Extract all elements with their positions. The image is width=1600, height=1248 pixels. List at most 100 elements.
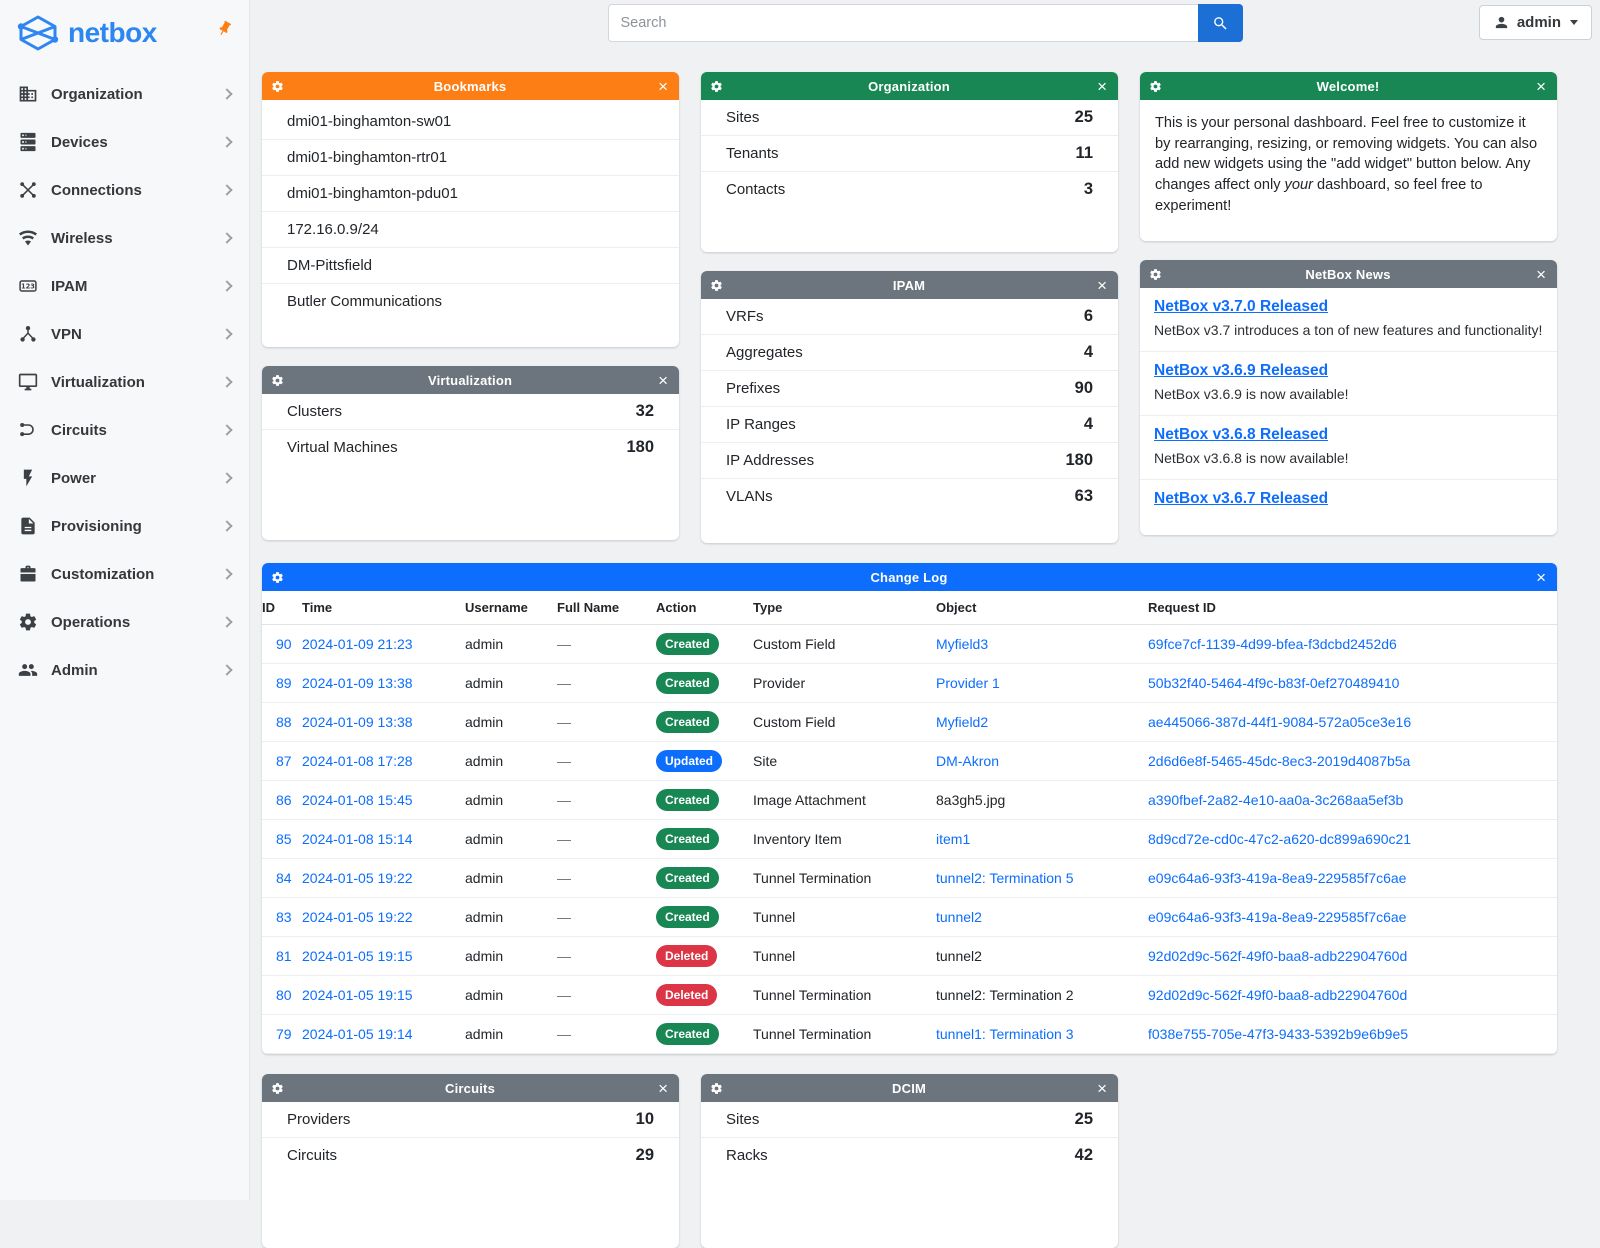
close-icon[interactable]: × [1097,1078,1107,1098]
changelog-id-link[interactable]: 90 [276,636,292,652]
close-icon[interactable]: × [658,1078,668,1098]
changelog-id-link[interactable]: 88 [276,714,292,730]
sidebar-item-power[interactable]: Power [0,454,249,502]
changelog-id-link[interactable]: 79 [276,1026,292,1042]
changelog-time-link[interactable]: 2024-01-05 19:22 [302,870,413,886]
changelog-id-link[interactable]: 86 [276,792,292,808]
changelog-request-id-link[interactable]: 69fce7cf-1139-4d99-bfea-f3dcbd2452d6 [1148,636,1397,652]
close-icon[interactable]: × [658,76,668,96]
sidebar-item-vpn[interactable]: VPN [0,310,249,358]
stat-row[interactable]: Sites 25 [701,1102,1118,1138]
news-headline-link[interactable]: NetBox v3.6.7 Released [1154,489,1329,507]
changelog-time-link[interactable]: 2024-01-08 15:14 [302,831,413,847]
changelog-request-id-link[interactable]: e09c64a6-93f3-419a-8ea9-229585f7c6ae [1148,870,1407,886]
changelog-id-link[interactable]: 87 [276,753,292,769]
changelog-object-link[interactable]: tunnel2 [936,948,982,964]
sidebar-item-circuits[interactable]: Circuits [0,406,249,454]
changelog-time-link[interactable]: 2024-01-05 19:15 [302,987,413,1003]
changelog-id-link[interactable]: 80 [276,987,292,1003]
stat-row[interactable]: Circuits 29 [262,1138,679,1173]
changelog-request-id-link[interactable]: e09c64a6-93f3-419a-8ea9-229585f7c6ae [1148,909,1407,925]
changelog-request-id-link[interactable]: f038e755-705e-47f3-9433-5392b9e6b9e5 [1148,1026,1409,1042]
sidebar-item-devices[interactable]: Devices [0,118,249,166]
changelog-object-link[interactable]: Myfield2 [936,714,989,730]
changelog-object-link[interactable]: tunnel2: Termination 2 [936,987,1074,1003]
changelog-time-link[interactable]: 2024-01-05 19:22 [302,909,413,925]
bookmark-item[interactable]: dmi01-binghamton-pdu01 [262,176,679,212]
changelog-request-id-link[interactable]: 92d02d9c-562f-49f0-baa8-adb22904760d [1148,987,1408,1003]
changelog-object-link[interactable]: 8a3gh5.jpg [936,792,1006,808]
close-icon[interactable]: × [1097,275,1107,295]
changelog-request-id-link[interactable]: 92d02d9c-562f-49f0-baa8-adb22904760d [1148,948,1408,964]
changelog-id-link[interactable]: 89 [276,675,292,691]
close-icon[interactable]: × [1097,76,1107,96]
changelog-id-link[interactable]: 83 [276,909,292,925]
stat-row[interactable]: VRFs 6 [701,299,1118,335]
changelog-object-link[interactable]: item1 [936,831,971,847]
gear-icon[interactable] [271,374,284,387]
gear-icon[interactable] [1149,80,1162,93]
changelog-object-link[interactable]: Myfield3 [936,636,989,652]
changelog-time-link[interactable]: 2024-01-05 19:15 [302,948,413,964]
gear-icon[interactable] [710,1082,723,1095]
sidebar-item-wireless[interactable]: Wireless [0,214,249,262]
stat-row[interactable]: Contacts 3 [701,172,1118,207]
close-icon[interactable]: × [1536,567,1546,587]
stat-row[interactable]: Tenants 11 [701,136,1118,172]
news-headline-link[interactable]: NetBox v3.7.0 Released [1154,298,1329,315]
stat-row[interactable]: VLANs 63 [701,479,1118,514]
changelog-id-link[interactable]: 81 [276,948,292,964]
gear-icon[interactable] [271,1082,284,1095]
sidebar-item-ipam[interactable]: IPAM [0,262,249,310]
changelog-request-id-link[interactable]: 8d9cd72e-cd0c-47c2-a620-dc899a690c21 [1148,831,1412,847]
sidebar-item-admin[interactable]: Admin [0,646,249,694]
pin-sidebar-icon[interactable] [216,20,233,37]
stat-row[interactable]: IP Addresses 180 [701,443,1118,479]
changelog-time-link[interactable]: 2024-01-08 15:45 [302,792,413,808]
stat-row[interactable]: IP Ranges 4 [701,407,1118,443]
stat-row[interactable]: Virtual Machines 180 [262,430,679,465]
news-headline-link[interactable]: NetBox v3.6.8 Released [1154,425,1329,443]
sidebar-item-virtualization[interactable]: Virtualization [0,358,249,406]
sidebar-item-provisioning[interactable]: Provisioning [0,502,249,550]
changelog-object-link[interactable]: tunnel2: Termination 5 [936,870,1074,886]
sidebar-item-operations[interactable]: Operations [0,598,249,646]
changelog-request-id-link[interactable]: a390fbef-2a82-4e10-aa0a-3c268aa5ef3b [1148,792,1404,808]
search-button[interactable] [1197,4,1243,42]
sidebar-item-organization[interactable]: Organization [0,70,249,118]
stat-row[interactable]: Prefixes 90 [701,371,1118,407]
search-input[interactable] [607,4,1198,42]
bookmark-item[interactable]: DM-Pittsfield [262,248,679,284]
changelog-id-link[interactable]: 85 [276,831,292,847]
changelog-request-id-link[interactable]: 50b32f40-5464-4f9c-b83f-0ef270489410 [1148,675,1400,691]
user-menu-button[interactable]: admin [1478,5,1592,40]
netbox-logo[interactable]: netbox [0,0,249,62]
close-icon[interactable]: × [1536,264,1546,284]
changelog-time-link[interactable]: 2024-01-05 19:14 [302,1026,413,1042]
bookmark-item[interactable]: Butler Communications [287,293,443,310]
close-icon[interactable]: × [658,370,668,390]
sidebar-item-connections[interactable]: Connections [0,166,249,214]
stat-row[interactable]: Providers 10 [262,1102,679,1138]
changelog-time-link[interactable]: 2024-01-09 21:23 [302,636,413,652]
changelog-time-link[interactable]: 2024-01-09 13:38 [302,714,413,730]
close-icon[interactable]: × [1536,76,1546,96]
changelog-object-link[interactable]: tunnel2 [936,909,982,925]
stat-row[interactable]: Aggregates 4 [701,335,1118,371]
changelog-id-link[interactable]: 84 [276,870,292,886]
gear-icon[interactable] [1149,268,1162,281]
changelog-request-id-link[interactable]: 2d6d6e8f-5465-45dc-8ec3-2019d4087b5a [1148,753,1411,769]
changelog-time-link[interactable]: 2024-01-09 13:38 [302,675,413,691]
changelog-object-link[interactable]: Provider 1 [936,675,1000,691]
sidebar-item-customization[interactable]: Customization [0,550,249,598]
bookmark-item[interactable]: 172.16.0.9/24 [262,212,679,248]
changelog-time-link[interactable]: 2024-01-08 17:28 [302,753,413,769]
changelog-object-link[interactable]: DM-Akron [936,753,1000,769]
gear-icon[interactable] [710,80,723,93]
stat-row[interactable]: Racks 42 [701,1138,1118,1173]
news-headline-link[interactable]: NetBox v3.6.9 Released [1154,361,1329,379]
gear-icon[interactable] [271,571,284,584]
changelog-object-link[interactable]: tunnel1: Termination 3 [936,1026,1074,1042]
changelog-request-id-link[interactable]: ae445066-387d-44f1-9084-572a05ce3e16 [1148,714,1412,730]
gear-icon[interactable] [710,279,723,292]
